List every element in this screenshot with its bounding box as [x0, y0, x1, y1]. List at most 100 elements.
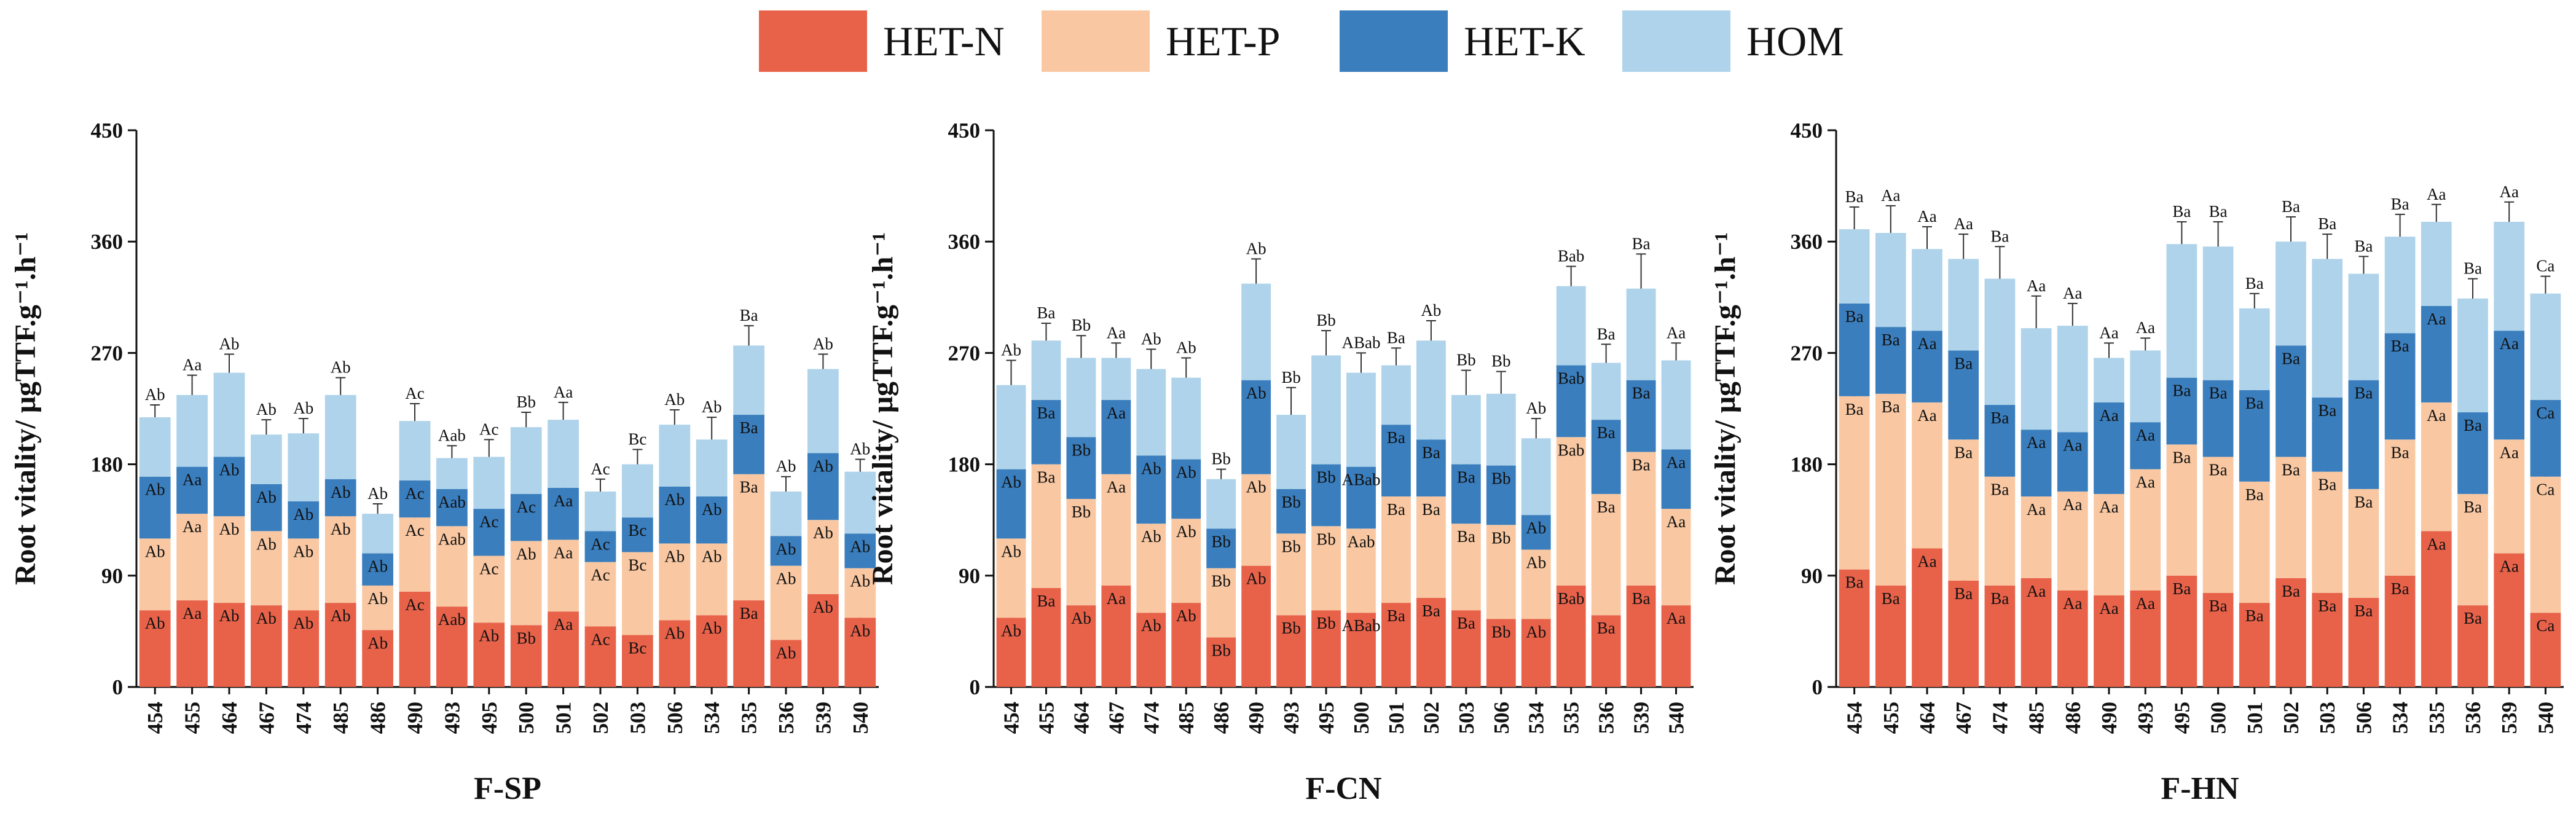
significance-label: Ab — [813, 457, 833, 475]
panel-title: F-HN — [2161, 771, 2239, 806]
bar-hom-486 — [2057, 326, 2088, 433]
bar-het-k-495 — [2166, 377, 2197, 445]
significance-label: Ab — [145, 481, 165, 499]
bar-het-k-540 — [844, 533, 876, 568]
y-tick-label: 180 — [91, 453, 124, 477]
bar-hom-535 — [733, 345, 764, 415]
significance-label: Ab — [776, 539, 796, 558]
bar-het-p-500 — [2202, 457, 2234, 593]
bar-het-n-540 — [2530, 613, 2561, 687]
bar-het-n-500 — [1346, 613, 1376, 687]
y-tick-label: 0 — [1812, 675, 1823, 699]
bar-het-k-500 — [1346, 466, 1376, 529]
significance-label: Bb — [1211, 532, 1231, 551]
bar-het-p-506 — [1486, 525, 1516, 619]
y-tick-label: 360 — [1791, 230, 1823, 254]
significance-label: Ba — [2282, 461, 2300, 479]
bar-het-n-454 — [139, 610, 171, 687]
bar-hom-534 — [696, 439, 728, 496]
bar-het-n-500 — [2202, 592, 2234, 687]
bar-het-p-454 — [139, 538, 171, 611]
significance-label: Ba — [1990, 481, 2009, 499]
bar-hom-493 — [1276, 415, 1306, 489]
significance-label: Aa — [2063, 436, 2082, 454]
significance-label: Ab — [1176, 338, 1196, 356]
bar-het-n-502 — [1416, 598, 1446, 687]
significance-label: Bb — [1316, 530, 1336, 548]
bar-het-k-486 — [2057, 432, 2088, 492]
bar-hom-500 — [1346, 372, 1376, 467]
significance-label: Ab — [219, 520, 240, 538]
bar-het-p-485 — [1171, 519, 1201, 603]
bar-het-k-503 — [1451, 464, 1481, 524]
significance-label: Ab — [702, 398, 722, 416]
significance-label: Ba — [1990, 227, 2009, 245]
bar-het-p-495 — [1311, 526, 1341, 611]
bar-hom-503 — [1451, 394, 1481, 465]
significance-label: Ab — [1001, 340, 1021, 359]
legend-swatch-het-k — [1340, 10, 1448, 72]
significance-label: Aa — [1107, 478, 1126, 496]
bar-het-n-455 — [1875, 585, 1906, 687]
bar-het-n-495 — [2166, 575, 2197, 687]
bar-het-k-493 — [436, 488, 468, 527]
bar-het-n-534 — [696, 615, 728, 687]
significance-label: Ab — [1526, 554, 1546, 572]
bar-hom-493 — [2130, 350, 2161, 423]
significance-label: Aa — [1107, 323, 1126, 342]
significance-label: Aa — [554, 543, 573, 562]
significance-label: Ab — [256, 488, 277, 506]
significance-label: Ac — [405, 384, 424, 402]
significance-label: Ba — [2318, 476, 2336, 494]
legend-label-het-k: HET-K — [1464, 17, 1585, 65]
bar-hom-503 — [2312, 259, 2343, 398]
significance-label: Ab — [1141, 527, 1161, 546]
bar-het-n-501 — [548, 611, 579, 687]
bar-het-n-474 — [1136, 613, 1166, 687]
bar-het-k-536 — [1591, 420, 1621, 494]
bar-hom-536 — [2457, 298, 2488, 413]
significance-label: Ac — [591, 535, 610, 553]
significance-label: Aa — [2427, 310, 2446, 328]
significance-label: Ba — [2245, 394, 2264, 412]
significance-label: ABab — [1341, 471, 1380, 489]
significance-label: Ab — [331, 483, 351, 501]
significance-label: Aa — [2027, 500, 2046, 519]
significance-label: Aa — [2135, 318, 2154, 337]
x-tick-label: 534 — [1525, 702, 1549, 734]
significance-label: Ab — [702, 547, 722, 565]
significance-label: Ac — [479, 420, 498, 438]
bar-het-p-455 — [1875, 393, 1906, 586]
significance-label: Aa — [2099, 498, 2118, 516]
significance-label: Ba — [1845, 573, 1864, 592]
x-tick-label: 474 — [292, 702, 316, 734]
significance-label: Ab — [664, 490, 685, 509]
significance-label: Ba — [740, 306, 758, 324]
significance-label: Ba — [1037, 304, 1055, 322]
significance-label: Ac — [405, 521, 424, 539]
y-axis-label: Root vitality/ μgTTF.g⁻¹.h⁻¹ — [9, 232, 42, 585]
y-tick-label: 450 — [1791, 119, 1823, 143]
bar-het-k-535 — [733, 415, 764, 474]
x-tick-label: 535 — [2425, 702, 2449, 734]
bar-het-k-486 — [1206, 528, 1236, 568]
x-tick-label: 485 — [2025, 702, 2049, 734]
significance-label: Ba — [2282, 349, 2300, 367]
bar-het-n-464 — [1912, 548, 1942, 687]
bar-het-n-534 — [1521, 619, 1551, 687]
bar-hom-539 — [1626, 288, 1656, 380]
significance-label: Ba — [1882, 398, 1900, 416]
significance-label: Aa — [1917, 406, 1936, 425]
bar-hom-454 — [139, 417, 171, 477]
significance-label: Bc — [628, 521, 646, 539]
bar-het-n-501 — [1381, 603, 1411, 687]
bar-hom-490 — [1241, 283, 1271, 380]
significance-label: Aa — [2427, 185, 2446, 203]
bar-het-p-535 — [1556, 437, 1586, 586]
x-tick-label: 467 — [1104, 702, 1128, 734]
bar-het-k-500 — [510, 493, 542, 541]
bar-het-k-455 — [1031, 399, 1061, 465]
bar-het-n-495 — [1311, 610, 1341, 687]
bar-het-p-455 — [1031, 464, 1061, 588]
significance-label: Ab — [850, 440, 870, 458]
